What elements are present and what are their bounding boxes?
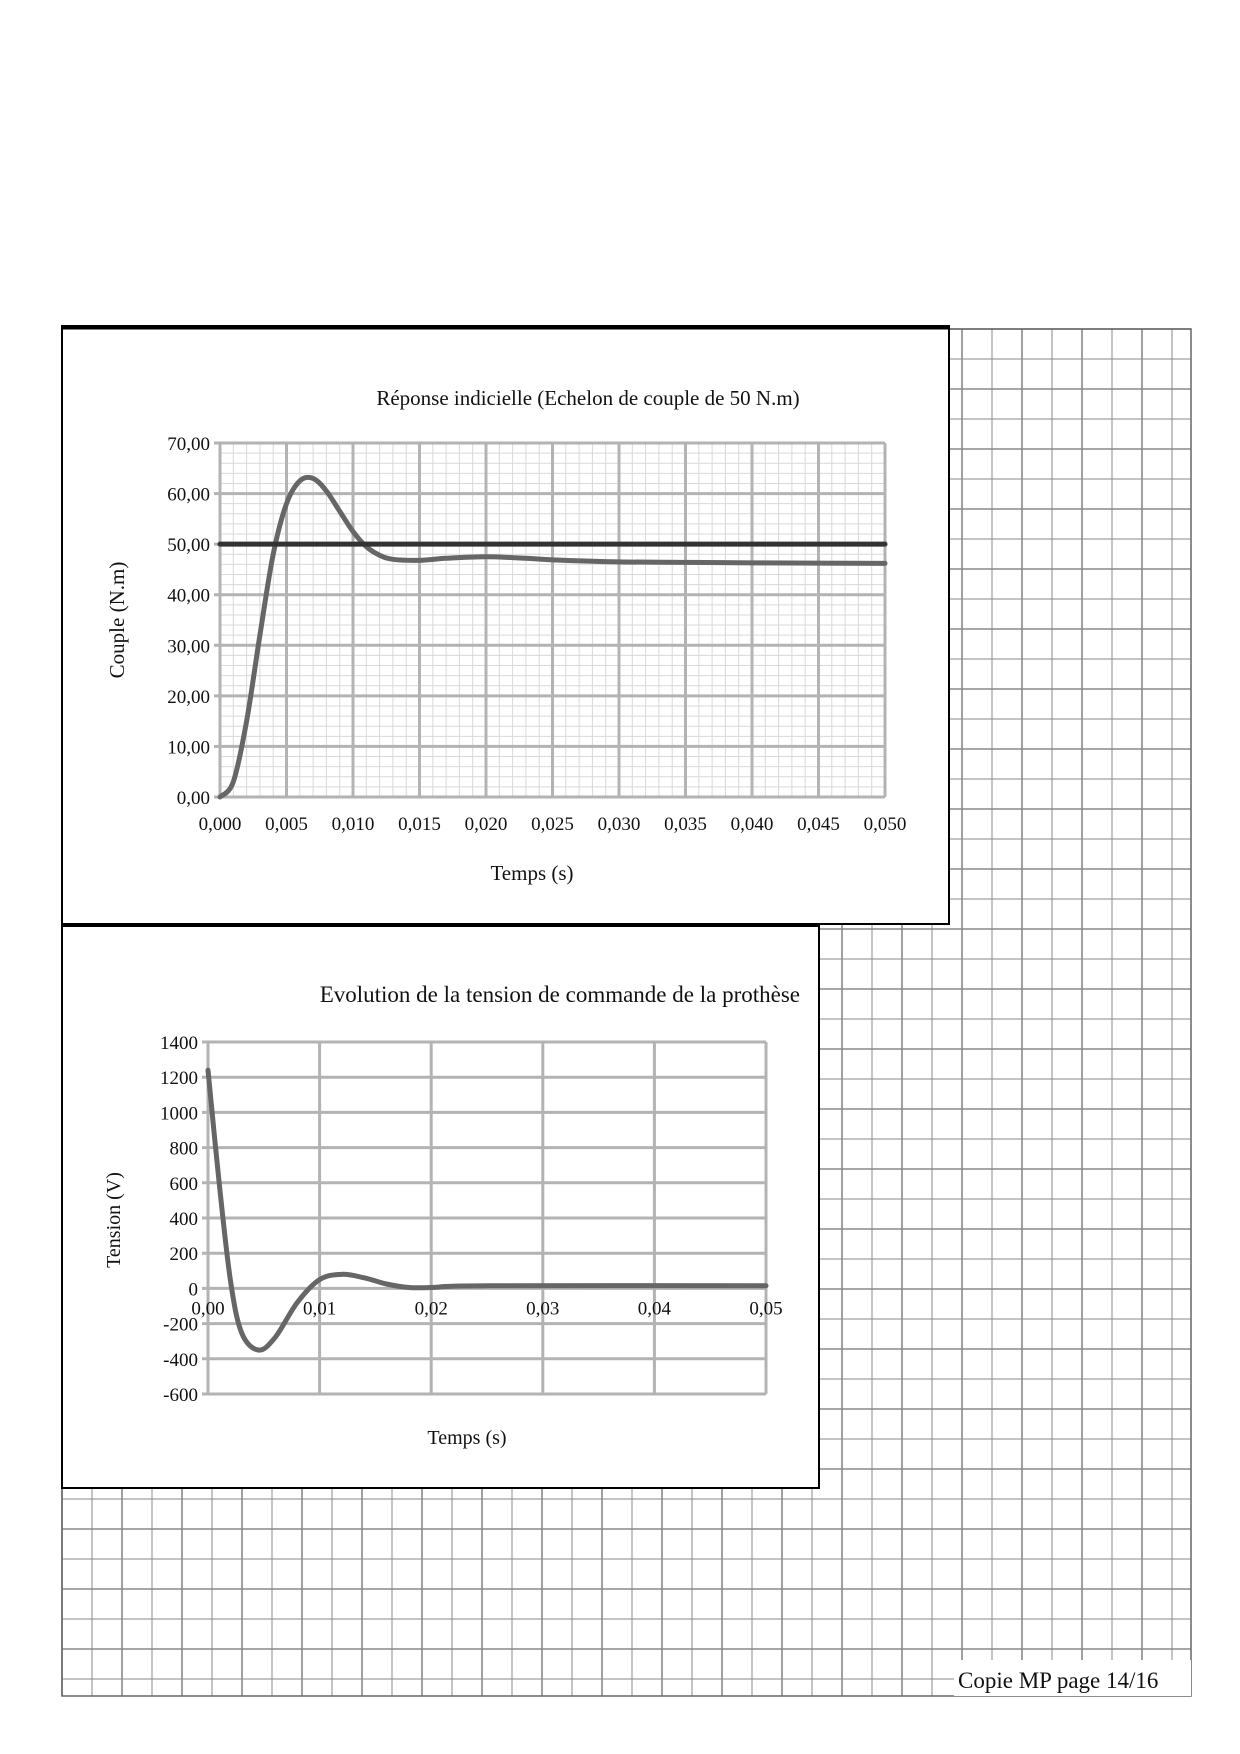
x-tick-label: 0,05 xyxy=(749,1298,782,1319)
x-tick-label: 0,020 xyxy=(465,814,508,835)
y-tick-label: 200 xyxy=(170,1244,199,1265)
y-tick-label: 30,00 xyxy=(167,636,210,657)
x-tick-label: 0,045 xyxy=(797,814,840,835)
y-tick-label: -600 xyxy=(163,1385,198,1406)
x-tick-label: 0,000 xyxy=(199,814,242,835)
y-tick-label: 0 xyxy=(189,1279,199,1300)
chart1-plot: 0,00 10,00 20,00 30,00 40,00 50,00 60,00 70,00 0… xyxy=(167,434,906,835)
footer-page-label: Copie MP page 14/16 xyxy=(958,1668,1158,1693)
x-tick-label: 0,02 xyxy=(415,1298,448,1319)
y-tick-label: 800 xyxy=(170,1139,199,1160)
x-tick-label: 0,015 xyxy=(398,814,441,835)
y-tick-label: 10,00 xyxy=(167,737,210,758)
footer-box xyxy=(954,1660,1191,1696)
y-tick-label: 0,00 xyxy=(177,788,210,809)
x-tick-label: 0,04 xyxy=(638,1298,672,1319)
x-tick-label: 0,035 xyxy=(664,814,707,835)
y-tick-label: 1000 xyxy=(160,1103,198,1124)
y-tick-label: -200 xyxy=(163,1315,198,1336)
x-tick-label: 0,00 xyxy=(191,1298,224,1319)
x-tick-label: 0,025 xyxy=(531,814,574,835)
chart2-title: Evolution de la tension de commande de l… xyxy=(320,982,800,1007)
chart2-plot: -600 -400 -200 0 200 400 600 800 1000 1200 1400 0,0… xyxy=(160,1033,783,1406)
y-tick-label: 400 xyxy=(170,1209,199,1230)
y-tick-label: 1400 xyxy=(160,1033,198,1054)
y-tick-label: 1200 xyxy=(160,1068,198,1089)
series-line xyxy=(205,1067,769,1353)
x-tick-label: 0,040 xyxy=(731,814,774,835)
x-tick-label: 0,030 xyxy=(598,814,641,835)
y-tick-label: 600 xyxy=(170,1174,199,1195)
y-tick-label: 20,00 xyxy=(167,687,210,708)
y-tick-label: 70,00 xyxy=(167,434,210,455)
x-tick-label: 0,01 xyxy=(303,1298,336,1319)
series-line xyxy=(217,474,888,800)
y-tick-label: 50,00 xyxy=(167,535,210,556)
y-tick-label: 40,00 xyxy=(167,586,210,607)
x-tick-label: 0,050 xyxy=(864,814,907,835)
x-tick-label: 0,03 xyxy=(526,1298,559,1319)
chart2-xlabel: Temps (s) xyxy=(427,1427,506,1449)
y-tick-label: 60,00 xyxy=(167,485,210,506)
x-tick-label: 0,005 xyxy=(265,814,308,835)
chart1-xlabel: Temps (s) xyxy=(490,861,573,885)
chart1-title: Réponse indicielle (Echelon de couple de… xyxy=(376,386,799,410)
y-tick-label: -400 xyxy=(163,1350,198,1371)
chart1-ylabel: Couple (N.m) xyxy=(105,562,129,679)
chart2-ylabel: Tension (V) xyxy=(103,1172,125,1268)
x-tick-label: 0,010 xyxy=(332,814,375,835)
